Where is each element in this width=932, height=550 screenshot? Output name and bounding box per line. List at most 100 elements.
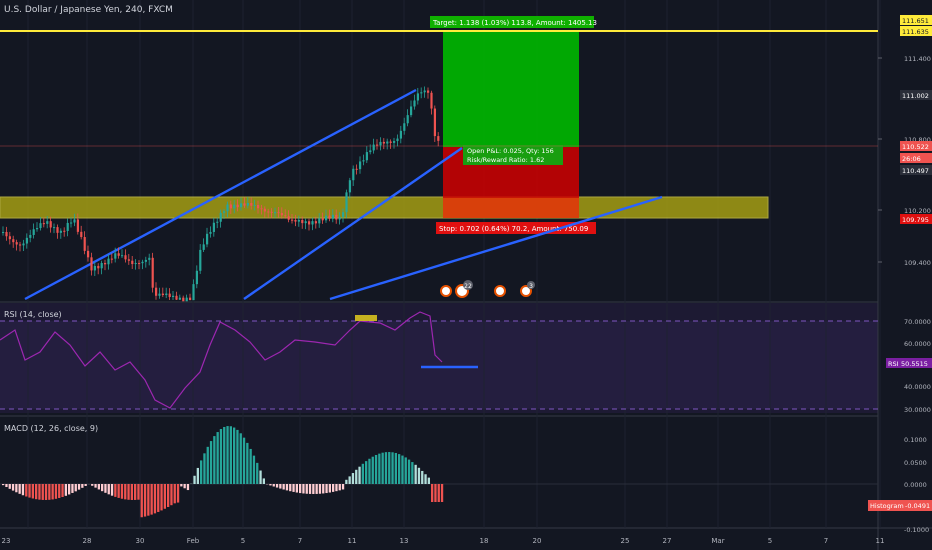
macd-label[interactable]: MACD (12, 26, close, 9) [4, 424, 99, 433]
time-tick-label: Feb [187, 537, 200, 545]
open-pnl-label: Open P&L: 0.025, Qty: 156 [467, 147, 554, 155]
event-marker[interactable] [440, 285, 452, 297]
candle [134, 263, 137, 265]
macd-bar [223, 426, 226, 484]
macd-bar [219, 428, 223, 484]
macd-bar [355, 469, 358, 484]
candle [416, 93, 419, 101]
macd-bar [107, 484, 110, 495]
macd-bar [391, 452, 394, 484]
candle [53, 227, 56, 229]
stop-label: Stop: 0.702 (0.64%) 70.2, Amount: 750.09 [439, 225, 588, 233]
macd-bar [160, 484, 163, 511]
candle [253, 204, 256, 206]
candle [66, 222, 69, 231]
macd-bar [424, 474, 427, 484]
macd-bar [421, 470, 424, 484]
macd-bar [417, 467, 421, 484]
candle [131, 260, 134, 265]
candle [39, 223, 42, 229]
candle [342, 212, 345, 217]
candle [185, 297, 188, 302]
channel-upper-line[interactable] [24, 88, 417, 301]
macd-bar [110, 484, 114, 496]
macd-bar [54, 484, 58, 499]
candle [121, 255, 124, 257]
macd-bar [117, 484, 120, 498]
macd-bar [285, 484, 289, 491]
rsi-label[interactable]: RSI (14, close) [4, 310, 62, 319]
macd-bar [292, 484, 295, 492]
candle [423, 90, 426, 93]
candle [287, 216, 290, 220]
macd-bar [58, 484, 61, 499]
macd-bar [206, 446, 209, 484]
candle [355, 168, 358, 170]
channel-lower-line[interactable] [243, 147, 463, 300]
macd-bar [394, 452, 397, 484]
macd-bar [381, 452, 384, 484]
macd-bar [196, 467, 199, 484]
macd-bar [170, 484, 173, 506]
time-tick-label: 23 [2, 537, 11, 545]
candle [117, 253, 120, 256]
event-marker[interactable] [520, 285, 532, 297]
time-tick-label: 11 [348, 537, 357, 545]
candle [393, 141, 396, 143]
macd-bar [279, 484, 282, 489]
macd-bar [51, 484, 54, 500]
stop-label-bg [436, 222, 596, 234]
rsi-highlight[interactable] [355, 315, 377, 321]
candle [359, 161, 362, 170]
macd-bar [431, 484, 434, 502]
macd-bar [401, 455, 404, 484]
candle [274, 212, 277, 214]
macd-bar [259, 470, 262, 484]
macd-tick-label: -0.1000 [904, 526, 929, 534]
target-label: Target: 1.138 (1.03%) 113.8, Amount: 140… [432, 19, 597, 27]
support-trend-line[interactable] [329, 195, 663, 301]
macd-bar [427, 477, 430, 484]
event-marker[interactable] [494, 285, 506, 297]
candle [376, 144, 379, 146]
macd-bar [318, 484, 322, 494]
macd-bar [209, 441, 213, 484]
candle [209, 231, 212, 234]
candle [168, 293, 171, 298]
candle [308, 221, 311, 225]
candle [277, 212, 280, 214]
candle [216, 221, 219, 223]
symbol-title[interactable]: U.S. Dollar / Japanese Yen, 240, FXCM [4, 5, 173, 15]
candle [29, 234, 32, 238]
candle [328, 215, 331, 219]
rsi-badge-name: RSI [888, 360, 899, 368]
candle [260, 208, 263, 210]
macd-bar [411, 462, 414, 484]
marker-flag-text: 3 [529, 283, 533, 290]
macd-bar [242, 437, 246, 484]
badge-stop [900, 214, 932, 224]
candle [206, 233, 209, 245]
macd-bar [21, 484, 25, 496]
candle [325, 215, 328, 221]
candle [178, 297, 181, 300]
candle [8, 236, 11, 240]
candle [97, 265, 100, 269]
macd-bar [101, 484, 104, 492]
profit-zone[interactable] [443, 31, 579, 147]
macd-bar [38, 484, 41, 500]
candle [352, 168, 355, 181]
macd-bar [256, 462, 259, 484]
macd-bar [358, 466, 361, 484]
candle [396, 138, 399, 142]
time-tick-label: 5 [241, 537, 245, 545]
macd-bar [249, 448, 252, 484]
price-tick-label: 109.400 [904, 259, 931, 267]
macd-bar [213, 436, 216, 484]
macd-bar [384, 452, 388, 484]
candle [399, 130, 402, 139]
candle [297, 219, 300, 222]
macd-bar [341, 484, 345, 490]
